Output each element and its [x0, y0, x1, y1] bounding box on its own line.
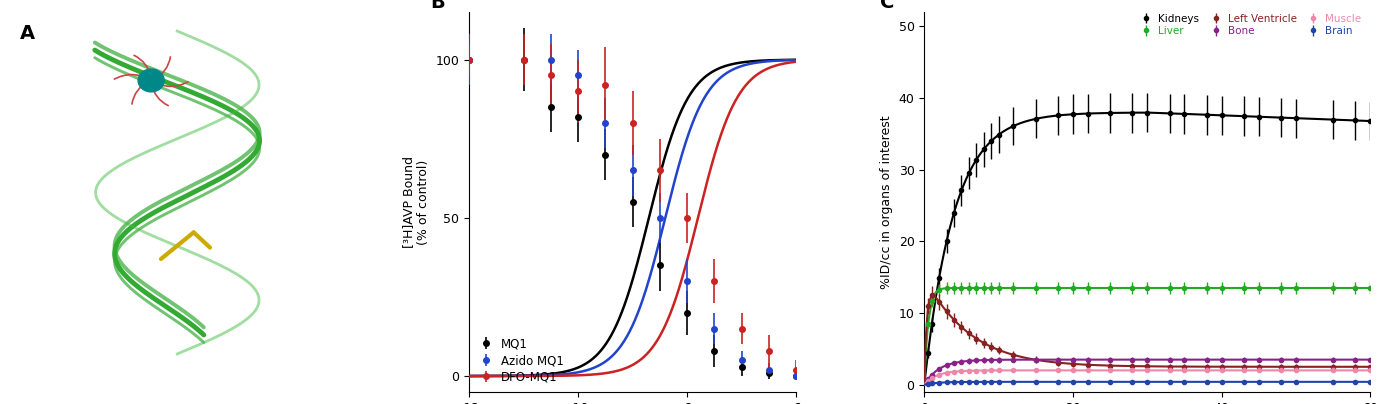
Legend: MQ1, Azido MQ1, DFO-MQ1: MQ1, Azido MQ1, DFO-MQ1 [475, 335, 566, 386]
Y-axis label: %ID/cc in organs of interest: %ID/cc in organs of interest [880, 115, 893, 289]
Ellipse shape [138, 69, 165, 92]
Text: C: C [880, 0, 894, 12]
Text: B: B [430, 0, 444, 12]
Y-axis label: [³H]AVP Bound
(% of control): [³H]AVP Bound (% of control) [401, 156, 430, 248]
Legend: Kidneys, Liver, Left Ventricle, Bone, Muscle, Brain: Kidneys, Liver, Left Ventricle, Bone, Mu… [1135, 10, 1365, 40]
Text: A: A [21, 23, 36, 42]
